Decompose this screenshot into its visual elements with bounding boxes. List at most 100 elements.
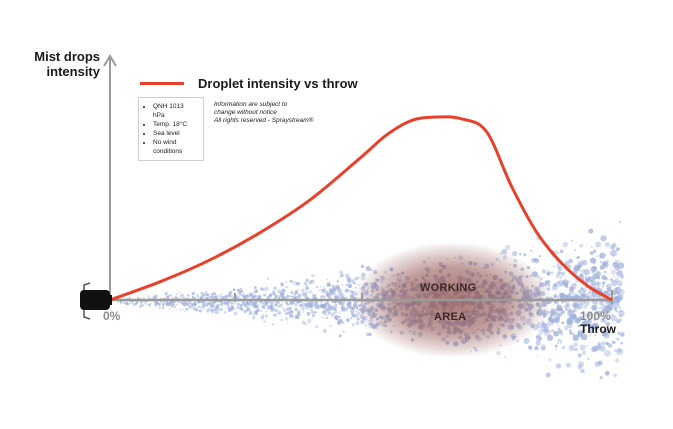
droplet [606,287,612,292]
droplet [134,300,136,303]
droplet [315,285,319,289]
droplet [557,291,560,293]
droplet [188,304,191,308]
droplet [307,291,309,293]
droplet [165,291,168,294]
droplet [285,285,288,289]
droplet [246,305,249,308]
droplet [559,295,564,300]
droplet [290,291,294,295]
droplet [554,344,558,348]
droplet [287,294,291,299]
droplet [201,303,206,308]
droplet [614,287,618,291]
droplet [172,303,176,306]
droplet [345,273,350,279]
droplet [154,303,157,306]
droplet [273,286,277,290]
droplet [316,306,320,309]
droplet [598,289,602,293]
droplet [327,303,331,307]
droplet [161,306,164,309]
droplet [615,310,618,313]
droplet [214,308,218,312]
droplet [602,261,609,269]
droplet [596,282,600,286]
droplet [271,323,274,326]
droplet [304,303,309,308]
droplet [258,307,260,310]
droplet [244,306,247,308]
droplet [280,286,283,288]
droplet [589,257,596,264]
droplet [613,307,617,311]
droplet [555,274,559,278]
droplet [195,308,199,312]
droplet [601,341,606,346]
droplet [346,276,352,282]
droplet [240,290,243,293]
droplet [610,249,617,257]
droplet [604,370,610,376]
series-line-droplet-intensity [109,115,613,302]
droplet [616,280,623,287]
droplet [351,322,355,327]
droplet [230,307,233,310]
droplet [616,272,620,275]
droplet [126,302,129,305]
droplet [236,302,241,307]
droplet [279,282,285,287]
droplet [609,267,612,269]
droplet [328,324,330,326]
droplet [620,274,625,279]
droplet [350,279,355,284]
droplet [301,307,305,311]
droplet [176,301,178,303]
droplet [618,314,623,318]
droplet [559,275,563,279]
droplet [301,292,306,297]
droplet [587,330,592,334]
droplet [215,308,219,312]
droplet [590,280,597,286]
droplet [583,305,587,309]
droplet [590,279,593,282]
droplet [122,302,125,305]
droplet [308,280,312,285]
droplet [592,249,597,253]
droplet [319,286,322,288]
droplet [355,321,360,326]
droplet [239,303,243,307]
droplet [228,290,233,295]
working-area-label-line2: AREA [434,311,467,323]
droplet [278,305,281,308]
droplet [131,303,134,305]
droplet [581,350,587,356]
droplet [292,296,295,299]
droplet [306,284,309,287]
droplet [152,296,155,298]
droplet [336,304,338,306]
droplet [325,314,327,316]
droplet [179,294,183,298]
droplet [348,282,351,285]
droplet [562,241,568,248]
droplet [307,321,309,324]
droplet [328,283,331,286]
droplet [202,294,206,298]
droplet [192,297,195,299]
droplet [611,340,616,344]
droplet [281,301,283,303]
droplet [555,363,562,369]
droplet [553,330,560,337]
droplet [606,290,612,296]
droplet [238,306,243,310]
droplet [280,303,283,306]
droplet [310,308,313,312]
droplet [134,302,138,305]
droplet [610,313,614,317]
droplet [620,332,625,337]
droplet [226,304,230,308]
droplet [339,270,344,275]
droplet [235,302,238,305]
